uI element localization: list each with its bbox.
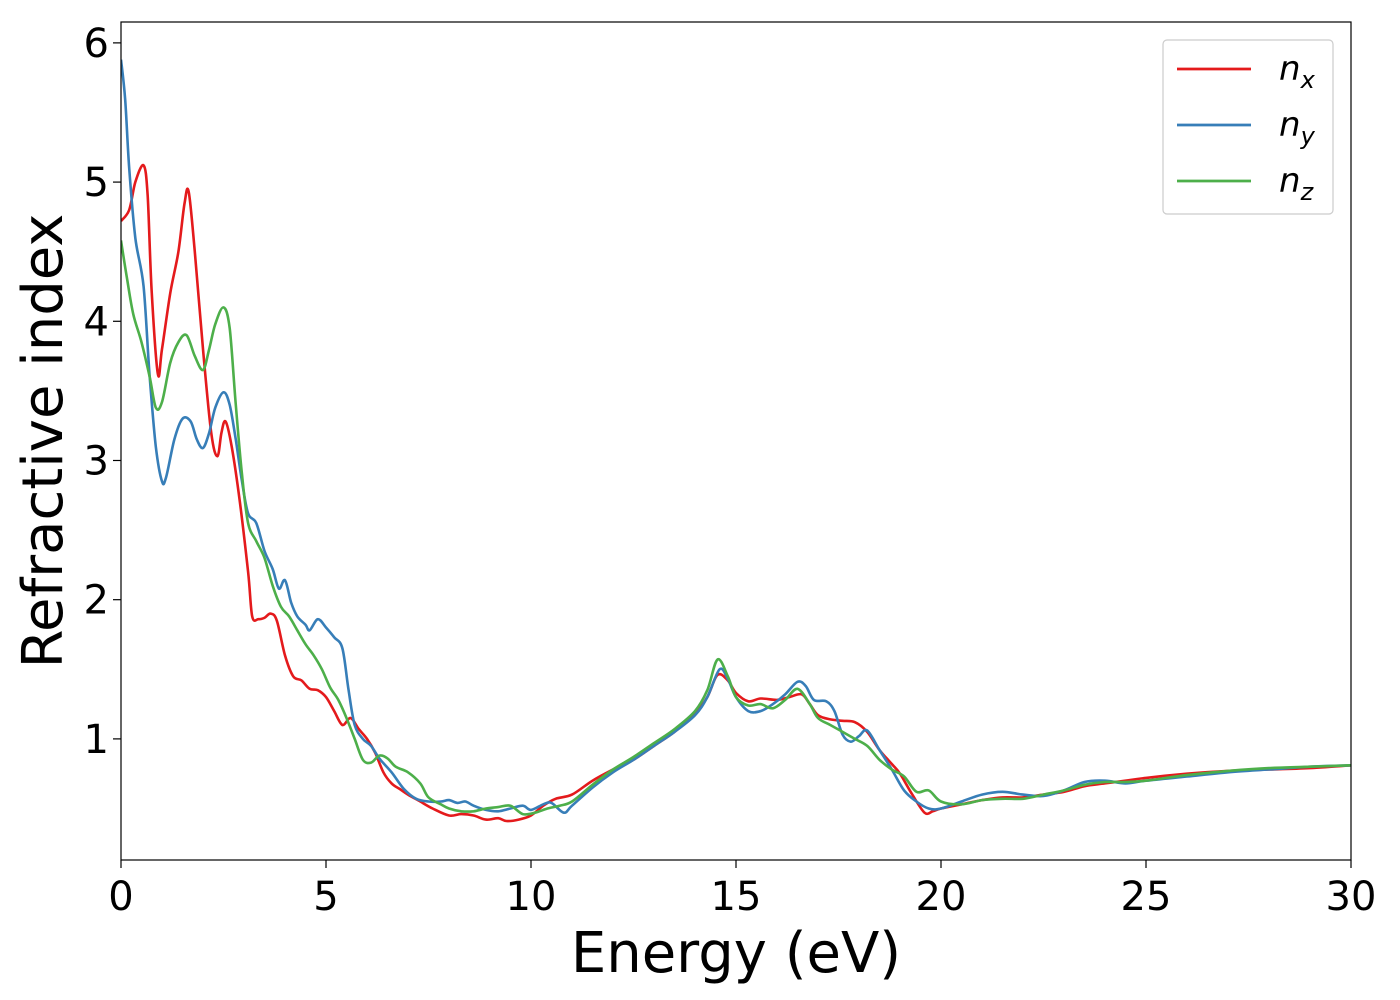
x-tick-label: 15: [711, 874, 762, 920]
y-tick-label: 2: [84, 578, 109, 624]
series-layer: [121, 59, 1351, 823]
legend-label: ny: [1279, 105, 1316, 150]
legend-label-base: n: [1279, 49, 1301, 89]
y-tick-label: 4: [84, 299, 109, 345]
series-line-n-x: [121, 163, 1351, 823]
legend-label-subscript: z: [1300, 178, 1315, 206]
x-tick-label: 30: [1326, 874, 1377, 920]
y-axis-ticks: 1 2 3 4 5 6: [84, 21, 121, 763]
x-tick-label: 0: [108, 874, 133, 920]
x-tick-label: 5: [313, 874, 338, 920]
legend-box: [1162, 39, 1334, 215]
x-tick-label: 25: [1121, 874, 1172, 920]
legend-label-base: n: [1279, 105, 1301, 145]
series-line-n-y: [121, 59, 1351, 815]
series-line-n-z: [121, 240, 1351, 816]
y-tick-label: 5: [84, 160, 109, 206]
y-tick-label: 6: [84, 21, 109, 67]
legend-label: nx: [1279, 49, 1316, 94]
legend-label-subscript: x: [1300, 66, 1316, 94]
y-tick-label: 1: [84, 717, 109, 763]
y-axis-title: Refractive index: [11, 214, 76, 669]
y-tick-label: 3: [84, 438, 109, 484]
x-tick-label: 20: [916, 874, 967, 920]
legend-label-subscript: y: [1300, 122, 1316, 150]
x-axis-ticks: 0 5 10 15 20 25 30: [108, 860, 1376, 920]
x-axis-title: Energy (eV): [571, 921, 901, 986]
x-tick-label: 10: [506, 874, 557, 920]
legend-label-base: n: [1279, 161, 1301, 201]
legend-label: nz: [1279, 161, 1315, 206]
